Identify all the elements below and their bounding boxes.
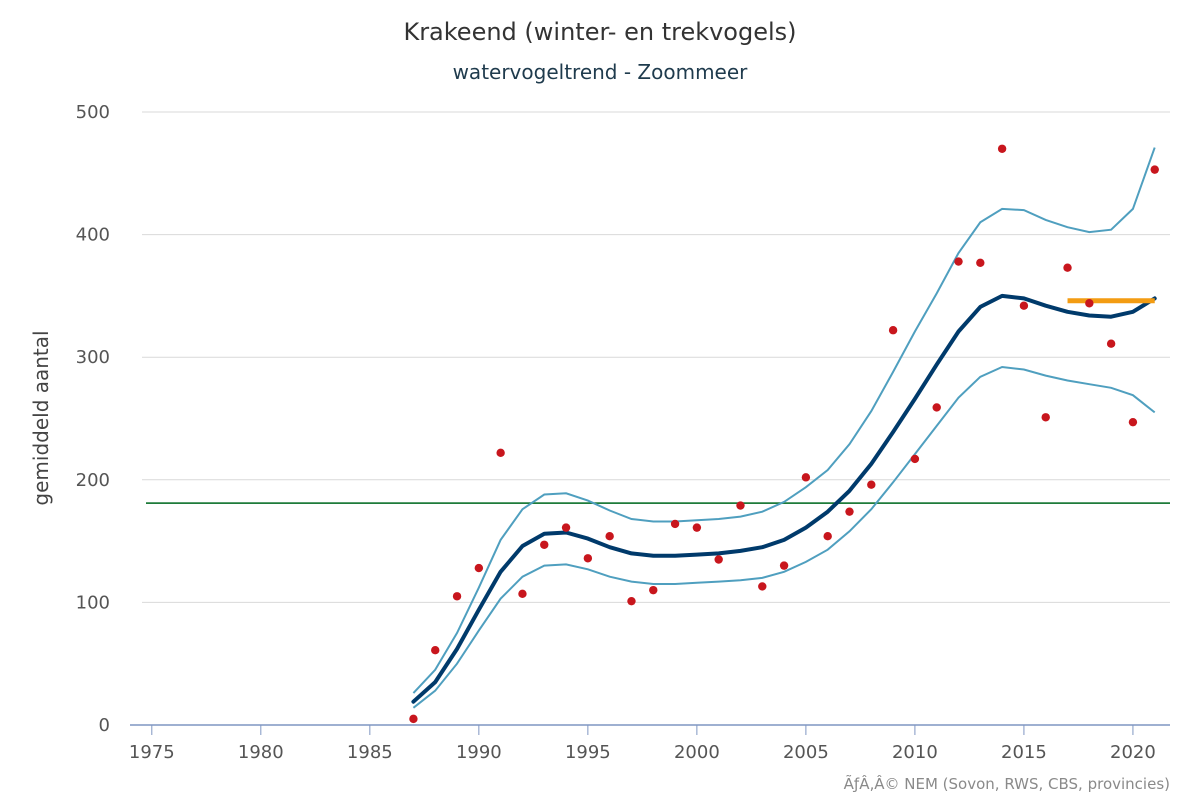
observed-point [1128, 417, 1138, 427]
x-tick-label: 1995 [565, 742, 611, 763]
observed-point [976, 258, 985, 267]
observed-point [1041, 413, 1050, 422]
observed-point [605, 531, 614, 541]
y-tick-label: 100 [76, 592, 110, 613]
observed-point [932, 403, 941, 412]
gridlines [130, 111, 1170, 726]
x-tick-label: 2000 [674, 742, 720, 763]
y-axis-ticks: 0 100 200 300 400 500 [76, 102, 110, 736]
y-axis-label: gemiddeld aantal [29, 330, 53, 505]
observed-point [583, 554, 593, 563]
credit-text: ÃƒÂ‚Â© NEM (Sovon, RWS, CBS, provincies) [844, 774, 1170, 793]
x-axis-ticks: 1975 1980 1985 1990 1995 2000 2005 2010 2015 2020 [129, 725, 1156, 763]
observed-point [627, 596, 636, 606]
observed-point [431, 646, 440, 655]
observed-point [452, 592, 462, 601]
observed-point [561, 523, 571, 532]
x-tick-label: 1975 [129, 742, 175, 763]
x-tick-label: 1980 [238, 742, 284, 763]
observed-point [692, 523, 702, 532]
y-tick-label: 500 [76, 102, 110, 123]
observed-point [409, 714, 418, 724]
observed-point [888, 326, 898, 335]
x-tick-label: 2015 [1001, 742, 1047, 763]
lower-confidence-line [412, 365, 1156, 709]
observed-point [823, 531, 832, 541]
x-tick-label: 1985 [347, 742, 393, 763]
observed-point [1019, 301, 1029, 310]
chart-subtitle: watervogeltrend - Zoommeer [453, 60, 749, 84]
x-tick-label: 2020 [1110, 742, 1156, 763]
observed-point [518, 589, 527, 599]
observed-point [670, 519, 680, 529]
observed-point [1150, 165, 1159, 174]
observed-point [997, 144, 1007, 153]
upper-confidence-line [412, 147, 1156, 694]
y-tick-label: 200 [76, 470, 110, 491]
y-tick-label: 400 [76, 225, 110, 246]
y-tick-label: 300 [76, 347, 110, 368]
observed-point [1063, 263, 1072, 272]
chart-title: Krakeend (winter- en trekvogels) [403, 18, 796, 46]
observed-point [1085, 299, 1094, 308]
x-tick-label: 1990 [456, 742, 502, 763]
x-tick-label: 2010 [892, 742, 938, 763]
observed-point [736, 501, 745, 510]
observed-point [779, 561, 789, 570]
observed-point [540, 540, 549, 549]
plot-area [146, 144, 1170, 724]
observed-point [845, 507, 854, 516]
observed-point [867, 480, 876, 489]
observed-point [496, 448, 505, 458]
y-tick-label: 0 [99, 715, 110, 736]
observed-point [649, 585, 658, 595]
observed-point [910, 454, 920, 464]
observed-point [801, 473, 811, 482]
observed-point [758, 582, 767, 591]
x-tick-label: 2005 [783, 742, 829, 763]
observed-point [1106, 339, 1116, 348]
observed-point [954, 257, 963, 266]
observed-point [714, 555, 723, 564]
trend-line [411, 293, 1157, 704]
observed-point [474, 563, 484, 573]
